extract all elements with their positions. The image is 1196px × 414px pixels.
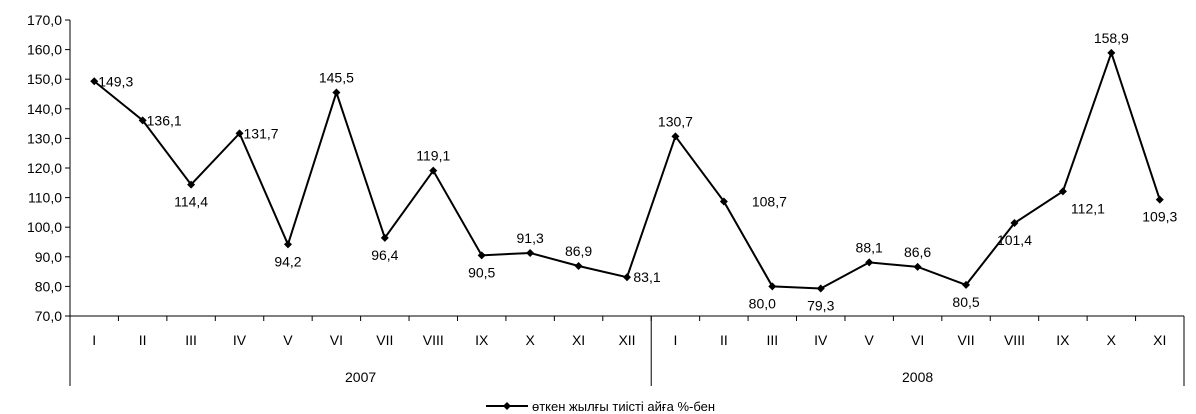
data-point: [380, 233, 389, 242]
data-point: [865, 258, 874, 267]
data-point: [816, 284, 825, 293]
data-label: 94,2: [274, 253, 301, 269]
x-tick-label: IX: [1056, 332, 1070, 348]
x-tick-label: IX: [475, 332, 489, 348]
data-label: 90,5: [468, 264, 495, 280]
year-group-label: 2008: [902, 369, 933, 385]
x-tick-label: III: [185, 332, 197, 348]
series-line: [93, 49, 1161, 290]
data-label: 145,5: [319, 70, 354, 86]
legend: өткен жылғы тиісті айға %-бен: [486, 399, 715, 414]
data-point: [574, 261, 583, 270]
data-point: [768, 282, 777, 291]
x-tick-label: II: [720, 332, 728, 348]
x-tick-label: X: [1107, 332, 1117, 348]
x-tick-label: VIII: [423, 332, 444, 348]
data-point: [623, 273, 631, 282]
data-label: 119,1: [416, 148, 450, 164]
data-label: 108,7: [752, 193, 787, 209]
markers: [90, 48, 1164, 293]
data-label: 86,6: [904, 244, 931, 260]
data-point: [477, 251, 486, 260]
y-tick-label: 170,0: [27, 12, 62, 28]
data-label: 158,9: [1094, 30, 1129, 46]
data-point: [1107, 48, 1116, 57]
x-tick-label: III: [766, 332, 778, 348]
x-tick-label: II: [139, 332, 147, 348]
x-tick-label: VI: [911, 332, 924, 348]
data-label: 109,3: [1142, 209, 1177, 225]
data-label: 101,4: [997, 232, 1032, 248]
data-label: 112,1: [1071, 200, 1105, 216]
data-point: [235, 129, 244, 138]
data-point: [283, 240, 292, 249]
legend-label: өткен жылғы тиісті айға %-бен: [532, 399, 715, 414]
x-tick-label: IV: [233, 332, 247, 348]
data-point: [90, 77, 99, 86]
y-tick-label: 160,0: [27, 42, 62, 58]
x-tick-label: VII: [957, 332, 974, 348]
data-point: [719, 197, 728, 206]
y-tick-label: 110,0: [28, 190, 62, 206]
data-point: [429, 166, 438, 175]
data-label: 91,3: [517, 230, 544, 246]
data-label: 80,5: [952, 294, 979, 310]
data-label: 86,9: [565, 243, 592, 259]
x-tick-label: VII: [376, 332, 393, 348]
series-line-path: [93, 49, 1161, 290]
data-label: 96,4: [371, 247, 398, 263]
data-point: [187, 180, 196, 189]
y-tick-label: 90,0: [35, 249, 62, 265]
data-label: 136,1: [147, 112, 182, 128]
data-point: [1058, 187, 1067, 196]
data-point: [138, 116, 147, 125]
x-tick-label: I: [673, 332, 677, 348]
y-tick-label: 80,0: [35, 278, 62, 294]
x-tick-label: V: [865, 332, 875, 348]
x-tick-label: XI: [1153, 332, 1166, 348]
data-label: 80,0: [749, 295, 776, 311]
y-tick-label: 150,0: [27, 71, 62, 87]
x-tick-label: VI: [330, 332, 343, 348]
data-label: 79,3: [807, 297, 834, 313]
data-point: [671, 132, 680, 141]
data-point: [1155, 195, 1164, 204]
data-point: [332, 88, 341, 97]
x-tick-label: V: [283, 332, 293, 348]
data-label: 114,4: [174, 194, 208, 210]
x-tick-label: I: [92, 332, 96, 348]
y-tick-label: 100,0: [27, 219, 62, 235]
data-label: 130,7: [658, 113, 693, 129]
y-tick-label: 130,0: [27, 130, 62, 146]
data-point: [913, 262, 922, 271]
x-tick-label: XI: [572, 332, 585, 348]
data-point: [962, 280, 971, 289]
legend-marker: [503, 402, 511, 410]
data-label: 131,7: [244, 125, 279, 141]
y-tick-label: 140,0: [27, 101, 62, 117]
axes: 70,0 80,0 90,0 100,0 110,0 120,0 130,0 140,0 150…: [27, 12, 1185, 386]
x-tick-label: X: [525, 332, 535, 348]
x-tick-label: XII: [618, 332, 635, 348]
year-group-label: 2007: [345, 369, 376, 385]
data-label: 149,3: [98, 73, 133, 89]
data-label: 88,1: [856, 239, 883, 255]
y-tick-label: 70,0: [35, 308, 62, 324]
x-tick-label: VIII: [1004, 332, 1025, 348]
x-tick-label: IV: [814, 332, 828, 348]
y-tick-label: 120,0: [27, 160, 62, 176]
data-point: [526, 248, 535, 257]
data-point: [1010, 219, 1019, 228]
data-labels: 149,3 136,1 114,4 131,7 94,2 145,5 96,4 119,1 90…: [98, 30, 1177, 314]
data-label: 83,1: [633, 269, 660, 285]
